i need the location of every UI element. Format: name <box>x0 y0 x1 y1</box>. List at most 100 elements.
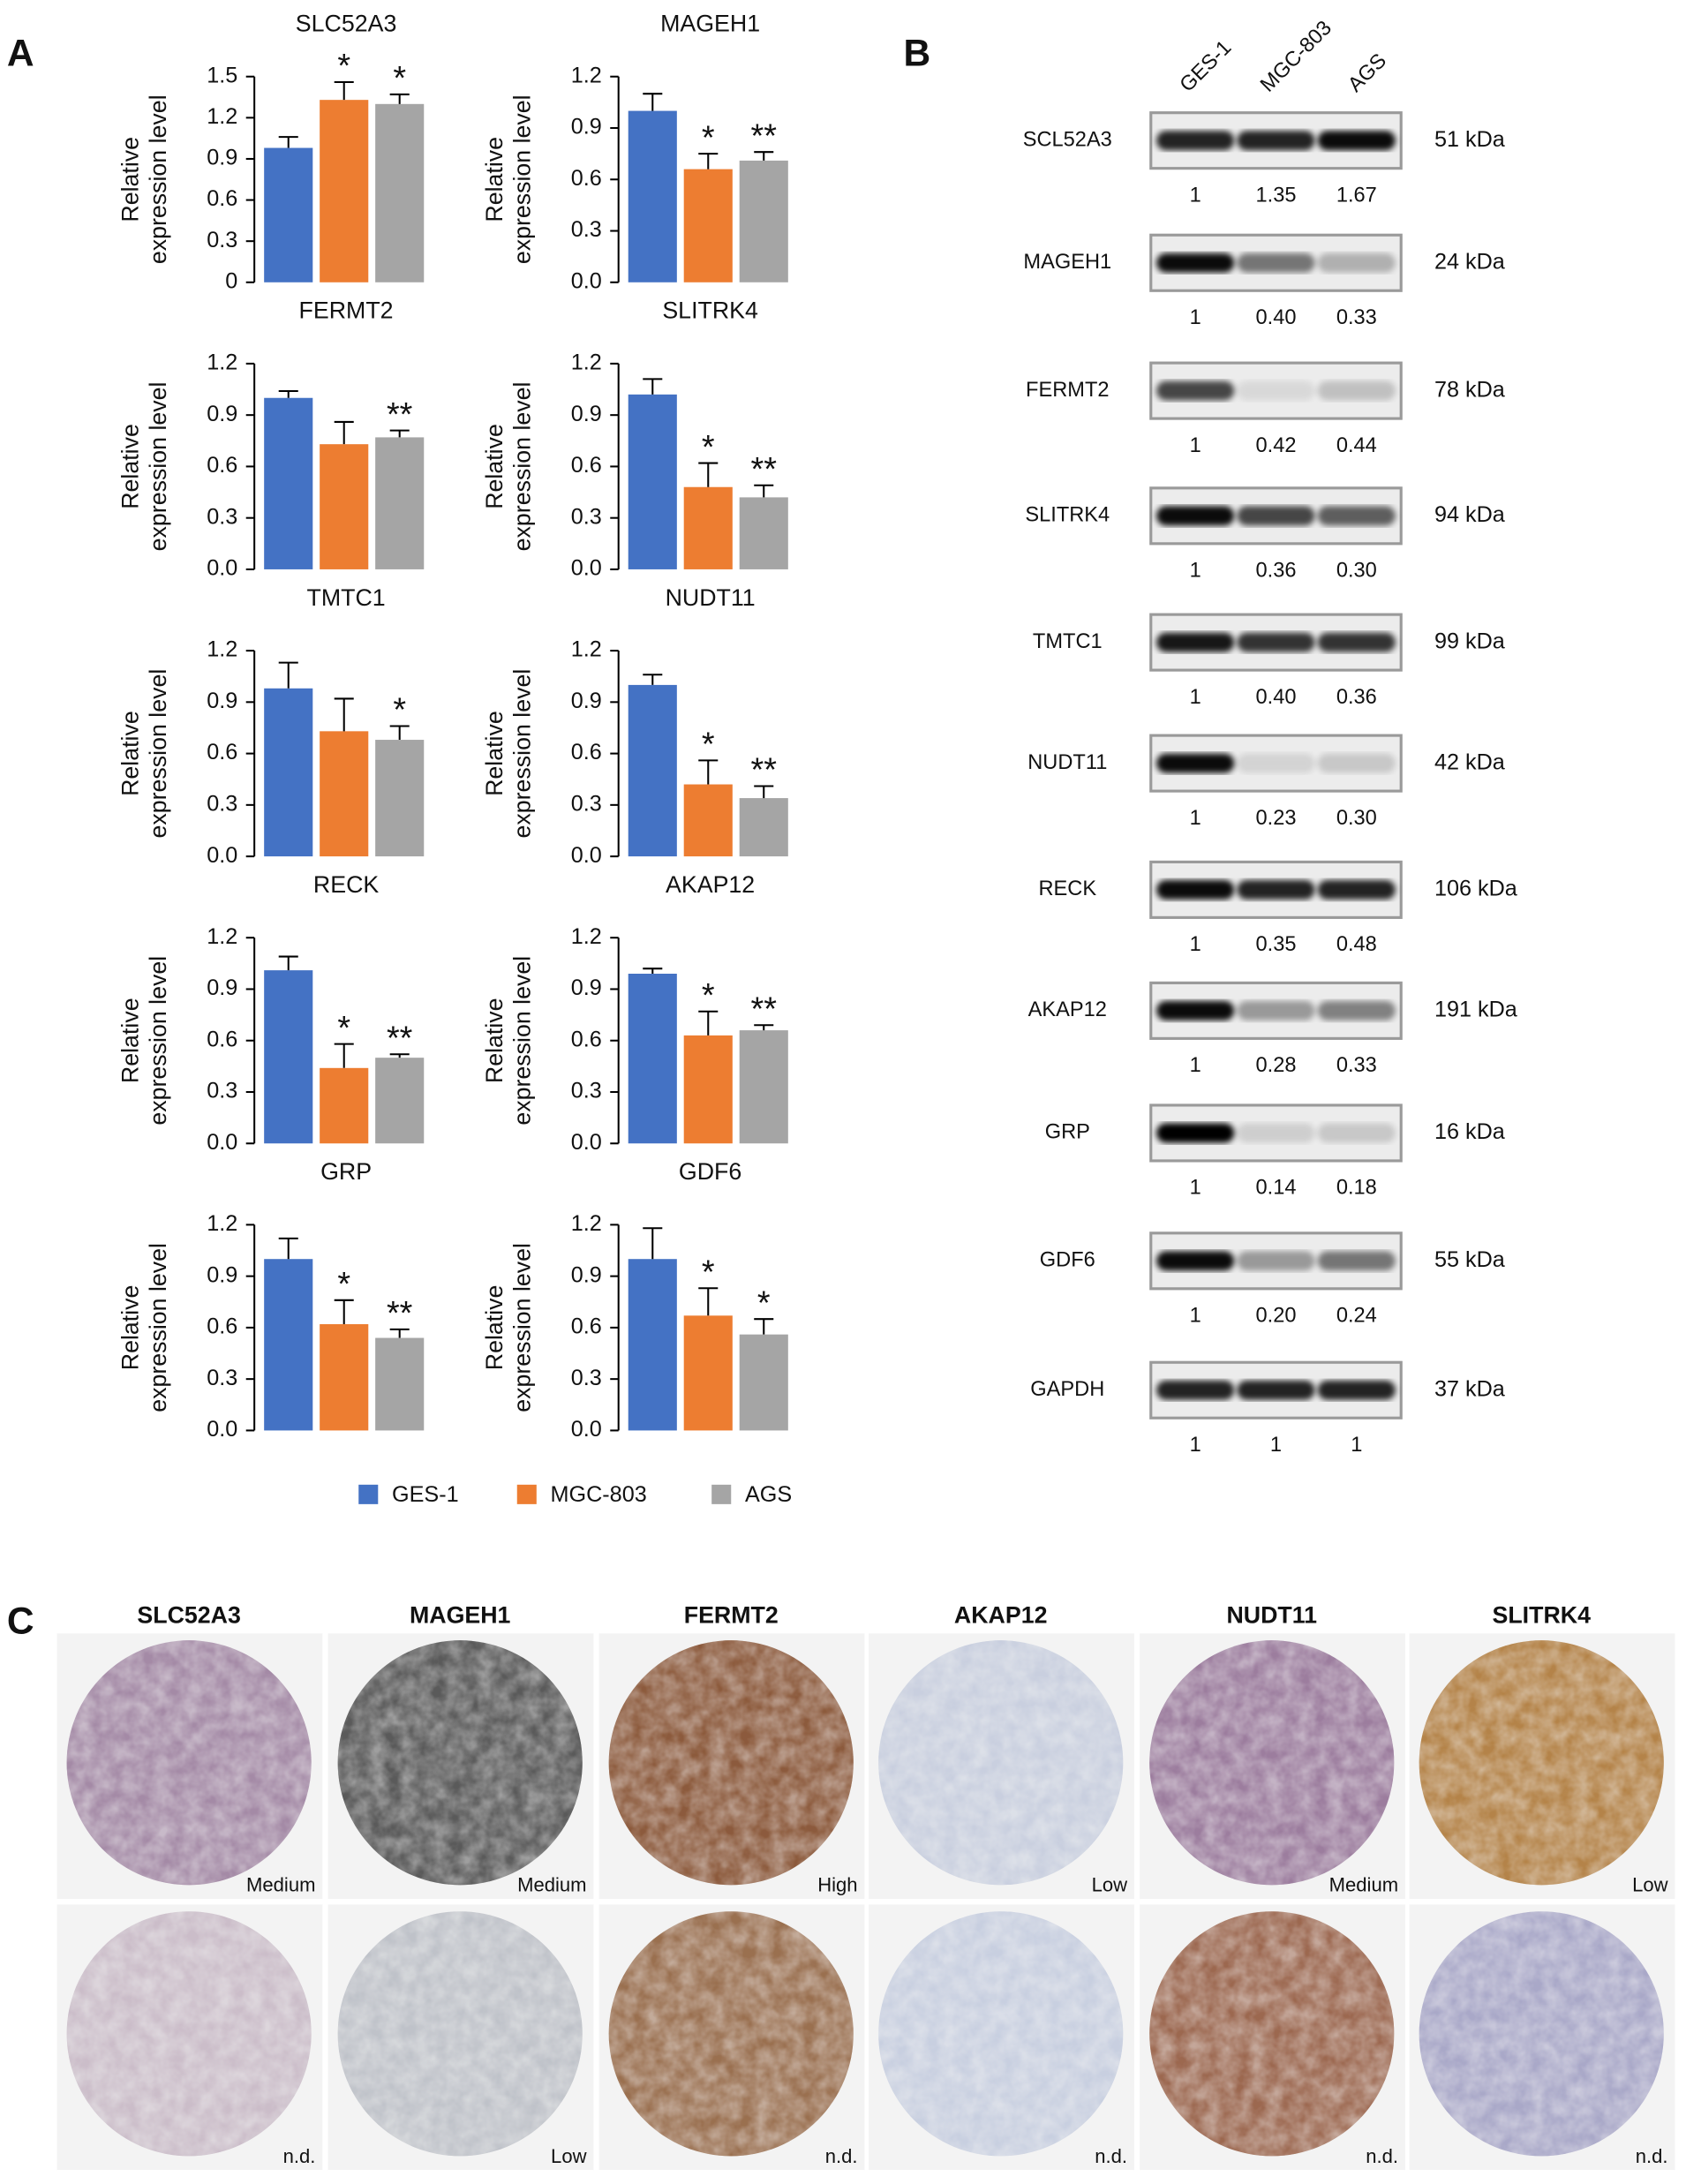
error-bar <box>643 378 663 395</box>
tissue-core <box>1419 1911 1664 2157</box>
bar <box>683 1035 733 1144</box>
bar <box>739 1030 788 1144</box>
y-tick-label: 0.3 <box>207 791 237 816</box>
band-quant: 0.48 <box>1336 933 1377 956</box>
band-quant: 1 <box>1190 1434 1201 1457</box>
y-tick-label: 1.2 <box>207 637 237 662</box>
blot-band <box>1156 252 1235 273</box>
y-tick-label: 0.9 <box>571 402 602 426</box>
y-axis-label: Relative <box>117 998 144 1083</box>
legend-label: GES-1 <box>392 1482 459 1507</box>
significance: * <box>337 1266 350 1303</box>
y-axis-label: expression level <box>509 382 536 552</box>
chart-title: NUDT11 <box>666 584 756 611</box>
blot-band <box>1237 1123 1315 1143</box>
y-tick-label: 0.0 <box>571 1417 602 1442</box>
kda-label: 191 kDa <box>1434 998 1518 1022</box>
bar <box>375 740 425 857</box>
staining-level: Low <box>1092 1874 1128 1896</box>
error-bar <box>643 1227 663 1260</box>
lane-label: GES-1 <box>1176 36 1236 96</box>
protein-label: TMTC1 <box>1033 630 1103 653</box>
significance: ** <box>751 990 778 1028</box>
y-tick-label: 0.3 <box>571 1366 602 1390</box>
y-axis-label: Relative <box>481 711 508 796</box>
error-bar <box>754 1024 774 1031</box>
band-quant: 1 <box>1351 1434 1362 1457</box>
y-tick-label: 0.3 <box>207 504 237 529</box>
significance: ** <box>387 1020 413 1058</box>
significance: * <box>757 1284 771 1322</box>
y-tick-label: 0.0 <box>571 556 602 581</box>
blot-band <box>1317 1123 1396 1143</box>
tissue-core <box>608 1640 854 1886</box>
error-bar <box>389 93 410 104</box>
y-axis-label: Relative <box>117 711 144 796</box>
staining-level: High <box>817 1874 857 1896</box>
kda-label: 16 kDa <box>1434 1119 1506 1144</box>
band-quant: 1 <box>1190 1054 1201 1077</box>
y-tick-label: 1.2 <box>207 350 237 375</box>
bar <box>320 1067 369 1144</box>
band-quant: 0.23 <box>1256 807 1297 830</box>
chart-title: AKAP12 <box>666 871 755 898</box>
y-tick-label: 0.3 <box>571 217 602 242</box>
blot-band <box>1237 879 1315 900</box>
protein-label: SCL52A3 <box>1023 128 1112 151</box>
y-tick-label: 0.0 <box>207 843 237 868</box>
y-axis-label: expression level <box>145 669 171 839</box>
staining-level: Medium <box>1329 1874 1398 1896</box>
y-axis-label: expression level <box>145 94 171 264</box>
y-tick-label: 0.9 <box>207 1262 237 1287</box>
blot-band <box>1317 879 1396 900</box>
bar <box>264 397 313 569</box>
gene-title: FERMT2 <box>684 1601 779 1628</box>
bar <box>683 486 733 569</box>
significance: * <box>702 977 715 1014</box>
tissue-core <box>1149 1640 1395 1886</box>
error-bar <box>754 785 774 799</box>
chart-title: FERMT2 <box>299 297 394 324</box>
bar <box>739 1334 788 1431</box>
staining-level: n.d. <box>1366 2145 1398 2167</box>
error-bar <box>643 968 663 975</box>
tissue-core <box>608 1911 854 2157</box>
bar <box>628 684 677 857</box>
kda-label: 37 kDa <box>1434 1376 1506 1401</box>
y-axis-label: Relative <box>117 424 144 509</box>
bar <box>375 1058 425 1144</box>
error-bar <box>698 759 719 785</box>
chart-title: MAGEH1 <box>660 11 760 37</box>
y-tick-label: 0.6 <box>207 1027 237 1051</box>
blot-band <box>1156 879 1235 900</box>
y-axis-label: expression level <box>509 956 536 1126</box>
y-axis-label: expression level <box>509 669 536 839</box>
band-quant: 0.44 <box>1336 434 1377 457</box>
y-axis-label: Relative <box>481 137 508 222</box>
blot-band <box>1317 131 1396 151</box>
y-tick-label: 0.6 <box>571 453 602 478</box>
band-quant: 1 <box>1190 560 1201 583</box>
bar <box>320 731 369 857</box>
y-tick-label: 0.9 <box>207 146 237 170</box>
significance: ** <box>387 396 413 433</box>
blot-band <box>1237 131 1315 151</box>
y-axis-label: Relative <box>117 1285 144 1371</box>
lane-label: AGS <box>1344 49 1391 97</box>
blot-band <box>1317 506 1396 526</box>
error-bar <box>278 389 298 398</box>
band-quant: 0.30 <box>1336 560 1377 583</box>
significance: ** <box>751 117 778 154</box>
gene-title: MAGEH1 <box>410 1601 511 1628</box>
staining-level: Low <box>1632 1874 1668 1896</box>
y-tick-label: 0.3 <box>207 228 237 252</box>
blot-band <box>1237 1380 1315 1400</box>
y-axis-label: expression level <box>145 956 171 1126</box>
panel-label: A <box>7 33 34 74</box>
significance: ** <box>387 1295 413 1332</box>
kda-label: 106 kDa <box>1434 877 1518 901</box>
y-tick-label: 1.2 <box>207 924 237 949</box>
protein-label: AKAP12 <box>1028 998 1107 1021</box>
y-axis-label: Relative <box>481 998 508 1083</box>
y-axis-label: Relative <box>481 424 508 509</box>
